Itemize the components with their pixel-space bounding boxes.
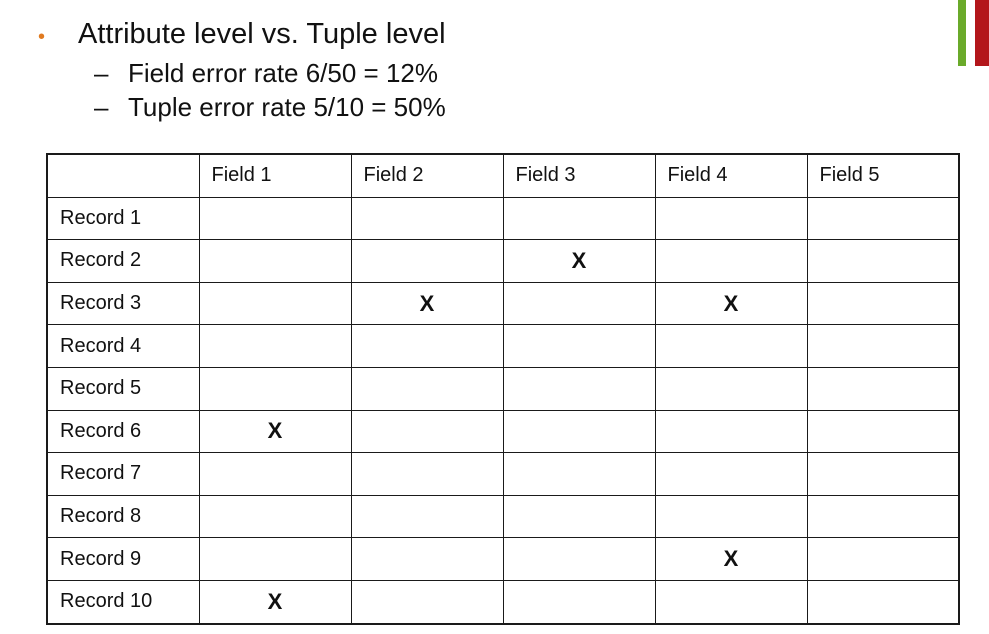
table-cell: X [198, 409, 352, 454]
header-cell: Field 1 [198, 153, 352, 198]
table-cell [502, 579, 656, 625]
table-cell [806, 537, 960, 581]
error-table: Field 1 Field 2 Field 3 Field 4 Field 5 … [46, 153, 960, 625]
bullet-icon: • [38, 26, 46, 48]
sub-item-field-error-rate: – Field error rate 6/50 = 12% [94, 58, 438, 89]
table-cell [350, 239, 504, 283]
row-label: Record 6 [46, 409, 200, 454]
sub-item-text: Tuple error rate 5/10 = 50% [128, 92, 446, 122]
table-row: Record 8 [46, 494, 960, 539]
table-cell [806, 239, 960, 283]
table-cell [350, 196, 504, 241]
row-label: Record 1 [46, 196, 200, 241]
table-cell [806, 196, 960, 241]
table-cell [198, 494, 352, 539]
row-label: Record 5 [46, 366, 200, 411]
table-row: Record 3 X X [46, 281, 960, 326]
table-cell: X [654, 537, 808, 581]
dash-icon: – [94, 58, 109, 88]
table-cell [350, 409, 504, 454]
table-cell [502, 281, 656, 326]
table-header-row: Field 1 Field 2 Field 3 Field 4 Field 5 [46, 153, 960, 198]
table-cell [350, 366, 504, 411]
table-cell: X [198, 579, 352, 625]
sub-item-tuple-error-rate: – Tuple error rate 5/10 = 50% [94, 92, 446, 123]
table-cell [198, 452, 352, 496]
table-cell [350, 494, 504, 539]
header-cell: Field 3 [502, 153, 656, 198]
row-label: Record 4 [46, 324, 200, 368]
accent-bar-green [958, 0, 966, 66]
table-row: Record 9 X [46, 537, 960, 581]
table-cell [654, 196, 808, 241]
table-cell [502, 537, 656, 581]
table-cell: X [350, 281, 504, 326]
table-cell [806, 409, 960, 454]
table-cell [654, 409, 808, 454]
row-label: Record 3 [46, 281, 200, 326]
table-row: Record 4 [46, 324, 960, 368]
bullet-item: • Attribute level vs. Tuple level [38, 18, 446, 51]
table-cell [350, 324, 504, 368]
row-label: Record 2 [46, 239, 200, 283]
table-cell [502, 452, 656, 496]
table-cell [350, 537, 504, 581]
table-cell [654, 579, 808, 625]
table-cell [502, 366, 656, 411]
table-cell [654, 494, 808, 539]
header-cell [46, 153, 200, 198]
table-cell [198, 324, 352, 368]
table-cell: X [502, 239, 656, 283]
table-cell [198, 281, 352, 326]
row-label: Record 8 [46, 494, 200, 539]
table-cell [502, 494, 656, 539]
table-row: Record 2 X [46, 239, 960, 283]
header-cell: Field 5 [806, 153, 960, 198]
table-cell: X [654, 281, 808, 326]
dash-icon: – [94, 92, 109, 122]
table-cell [806, 281, 960, 326]
table-cell [198, 196, 352, 241]
table-row: Record 7 [46, 452, 960, 496]
accent-bar-red [975, 0, 989, 66]
header-cell: Field 2 [350, 153, 504, 198]
table-cell [502, 409, 656, 454]
table-cell [654, 366, 808, 411]
table-cell [806, 494, 960, 539]
table-cell [198, 239, 352, 283]
table-row: Record 5 [46, 366, 960, 411]
row-label: Record 10 [46, 579, 200, 625]
table-row: Record 1 [46, 196, 960, 241]
bullet-text: Attribute level vs. Tuple level [78, 18, 446, 50]
table-cell [654, 452, 808, 496]
table-cell [198, 537, 352, 581]
table-cell [654, 324, 808, 368]
table-cell [806, 366, 960, 411]
table-cell [350, 452, 504, 496]
table-cell [806, 579, 960, 625]
table-cell [502, 324, 656, 368]
sub-item-text: Field error rate 6/50 = 12% [128, 58, 438, 88]
header-cell: Field 4 [654, 153, 808, 198]
row-label: Record 9 [46, 537, 200, 581]
table-row: Record 10 X [46, 579, 960, 625]
table-cell [654, 239, 808, 283]
table-cell [806, 324, 960, 368]
table-cell [350, 579, 504, 625]
row-label: Record 7 [46, 452, 200, 496]
table-cell [502, 196, 656, 241]
table-cell [198, 366, 352, 411]
table-cell [806, 452, 960, 496]
